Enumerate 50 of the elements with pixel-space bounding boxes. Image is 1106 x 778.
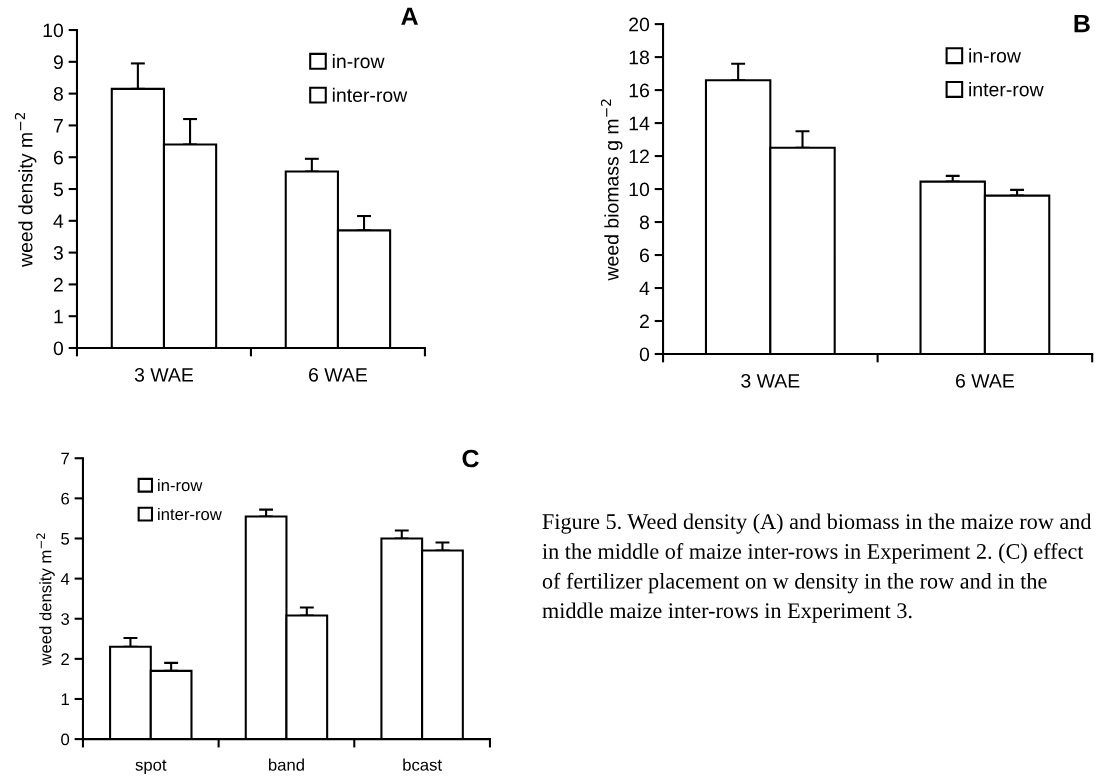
y-tick-label: 5 — [53, 182, 63, 197]
y-tick-label: 4 — [53, 214, 64, 228]
x-tick-label: 6 WAE — [955, 373, 1014, 388]
y-tick-label: 2 — [53, 277, 63, 292]
y-tick-label: 3 — [53, 246, 63, 260]
y-tick-label: 4 — [60, 573, 70, 585]
y-tick-label: 6 — [53, 150, 63, 165]
y-tick-label: 5 — [61, 533, 70, 545]
caption: Figure 5. Weed density (A) and biomass in the maize row and in the middle of maize inter-rows in Experiment 2. (C) effect of fertilizer placement on w density in the row and in the middle maize inter-rows in Experiment 3. — [542, 513, 1092, 623]
y-tick-label: 10 — [629, 182, 650, 197]
y-axis-title: weed density m$^{−2}$ — [14, 113, 37, 268]
y-tick-label: 6 — [640, 248, 649, 263]
y-tick-label: 14 — [629, 116, 650, 131]
legend-label: inter-row — [158, 507, 222, 521]
y-tick-label: 7 — [53, 119, 63, 133]
y-axis-title: weed biomass g m$^{−2}$ — [600, 99, 623, 281]
y-tick-label: 0 — [61, 733, 70, 746]
y-tick-label: 8 — [53, 87, 63, 101]
x-tick-label: bcast — [403, 758, 442, 771]
y-tick-label: 3 — [61, 613, 70, 625]
y-tick-label: 2 — [61, 653, 69, 665]
y-tick-label: 2 — [640, 314, 649, 329]
y-tick-label: 18 — [629, 50, 650, 65]
y-axis-title: weed density m$^{−2}$ — [36, 533, 55, 666]
x-tick-label: 6 WAE — [309, 367, 367, 382]
chart-title: C — [462, 449, 479, 468]
y-tick-label: 6 — [61, 492, 70, 505]
chart-title: B — [1074, 14, 1090, 33]
x-tick-label: band — [268, 758, 304, 771]
x-tick-label: 3 WAE — [134, 367, 194, 382]
legend-label: in-row — [158, 478, 203, 492]
legend-label: inter-row — [332, 87, 408, 103]
y-tick-label: 4 — [639, 281, 650, 296]
y-tick-label: 10 — [43, 23, 64, 38]
x-tick-label: 3 WAE — [741, 373, 800, 388]
y-tick-label: 1 — [54, 309, 63, 324]
y-tick-label: 1 — [61, 693, 69, 706]
y-tick-label: 16 — [629, 83, 649, 98]
legend-label: inter-row — [969, 82, 1044, 97]
y-tick-label: 8 — [639, 215, 650, 230]
y-tick-label: 0 — [639, 347, 650, 362]
legend-label: in-row — [969, 48, 1021, 63]
y-tick-label: 20 — [629, 17, 650, 32]
x-tick-label: spot — [135, 759, 167, 775]
chart-title: A — [401, 7, 418, 25]
legend-label: in-row — [332, 53, 385, 69]
y-tick-label: 9 — [53, 55, 63, 70]
y-tick-label: 7 — [61, 452, 69, 465]
y-tick-label: 12 — [629, 149, 649, 164]
y-tick-label: 0 — [53, 341, 64, 356]
